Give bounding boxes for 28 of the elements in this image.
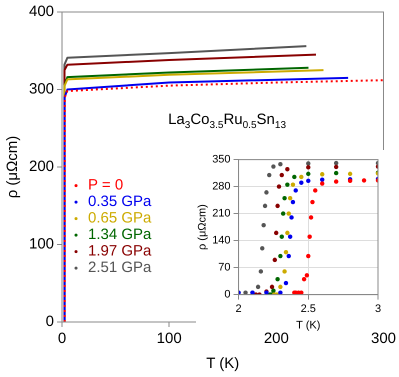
legend-label: 0.65 GPa bbox=[88, 210, 152, 227]
y-tick-label: 100 bbox=[28, 236, 54, 253]
x-tick-label: 2.5 bbox=[300, 303, 316, 316]
y-tick-label: 140 bbox=[212, 234, 231, 247]
y-tick-label: 350 bbox=[212, 154, 231, 166]
legend-label: P = 0 bbox=[88, 176, 124, 194]
legend-label: 0.35 GPa bbox=[88, 193, 152, 210]
y-tick-label: 210 bbox=[212, 208, 231, 220]
y-tick-label: 400 bbox=[28, 3, 54, 20]
y-tick-label: 0 bbox=[224, 288, 231, 301]
x-tick-label: 100 bbox=[156, 330, 182, 348]
x-tick-label: 300 bbox=[370, 330, 396, 348]
x-tick-label: 3 bbox=[374, 303, 382, 316]
legend-label: 2.51 GPa bbox=[88, 259, 152, 276]
x-axis-title: T (K) bbox=[206, 355, 240, 372]
x-tick-label: 2 bbox=[235, 303, 242, 316]
y-tick-label: 280 bbox=[212, 180, 231, 193]
x-tick-label: 0 bbox=[58, 330, 66, 348]
legend-label: 1.34 GPa bbox=[88, 226, 152, 244]
y-tick-label: 70 bbox=[218, 262, 231, 274]
legend-label: 1.97 GPa bbox=[88, 242, 152, 260]
annotation: La$_{3}$Co$_{3.5}$Ru$_{0.5}$Sn$_{13}$ bbox=[168, 111, 286, 132]
y-tick-label: 300 bbox=[28, 80, 54, 98]
x-tick-label: 200 bbox=[264, 330, 289, 348]
y-axis-title: ρ (μΩcm) bbox=[4, 136, 22, 198]
y-axis-title: ρ (μΩcm) bbox=[196, 204, 209, 250]
x-axis-title: T (K) bbox=[296, 319, 320, 332]
y-tick-label: 200 bbox=[28, 158, 54, 176]
